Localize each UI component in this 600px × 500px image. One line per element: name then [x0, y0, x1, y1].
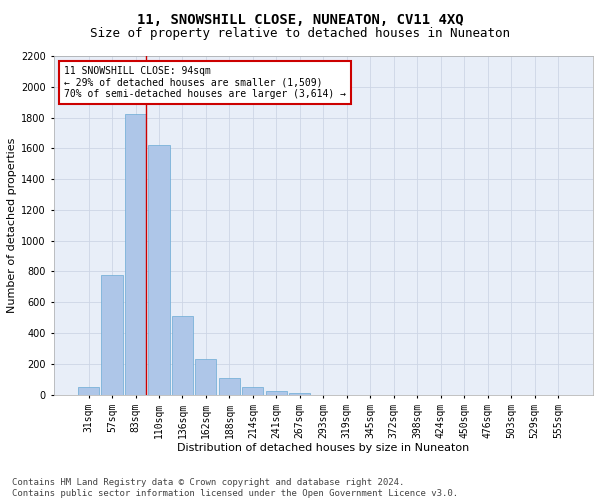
Bar [196, 359, 217, 394]
Y-axis label: Number of detached properties: Number of detached properties [7, 138, 17, 313]
Bar [266, 391, 287, 394]
Bar [242, 387, 263, 394]
Bar [148, 145, 170, 394]
Text: 11, SNOWSHILL CLOSE, NUNEATON, CV11 4XQ: 11, SNOWSHILL CLOSE, NUNEATON, CV11 4XQ [137, 12, 463, 26]
Text: Size of property relative to detached houses in Nuneaton: Size of property relative to detached ho… [90, 28, 510, 40]
Bar [289, 393, 310, 394]
Bar [125, 114, 146, 394]
X-axis label: Distribution of detached houses by size in Nuneaton: Distribution of detached houses by size … [177, 443, 469, 453]
Text: 11 SNOWSHILL CLOSE: 94sqm
← 29% of detached houses are smaller (1,509)
70% of se: 11 SNOWSHILL CLOSE: 94sqm ← 29% of detac… [64, 66, 346, 100]
Bar [78, 387, 99, 394]
Bar [219, 378, 240, 394]
Bar [172, 316, 193, 394]
Bar [101, 274, 122, 394]
Text: Contains HM Land Registry data © Crown copyright and database right 2024.
Contai: Contains HM Land Registry data © Crown c… [12, 478, 458, 498]
